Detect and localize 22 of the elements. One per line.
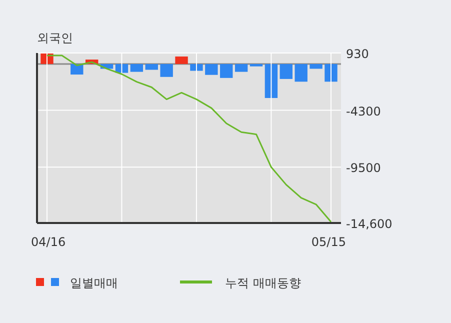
y-tick-label: -14,600 (346, 217, 392, 231)
bar (310, 64, 322, 69)
bar (205, 64, 218, 75)
bar (160, 64, 173, 77)
y-tick-label: -9500 (346, 161, 381, 176)
bar (234, 64, 248, 72)
bar (220, 64, 233, 78)
bar (175, 56, 188, 64)
legend-label: 일별매매 (70, 276, 118, 290)
bar (130, 64, 144, 72)
x-tick-label: 05/15 (311, 235, 346, 249)
bar (145, 64, 158, 70)
bar (294, 64, 308, 82)
bar (190, 64, 203, 71)
bar (324, 64, 338, 82)
chart-title: 외국인 (37, 31, 73, 45)
x-tick-label: 04/16 (31, 235, 66, 249)
y-tick-label: -4300 (346, 104, 381, 118)
legend-label: 누적 매매동향 (225, 276, 301, 290)
bar (280, 64, 293, 79)
bar (264, 64, 278, 98)
y-tick-label: 930 (346, 47, 369, 61)
